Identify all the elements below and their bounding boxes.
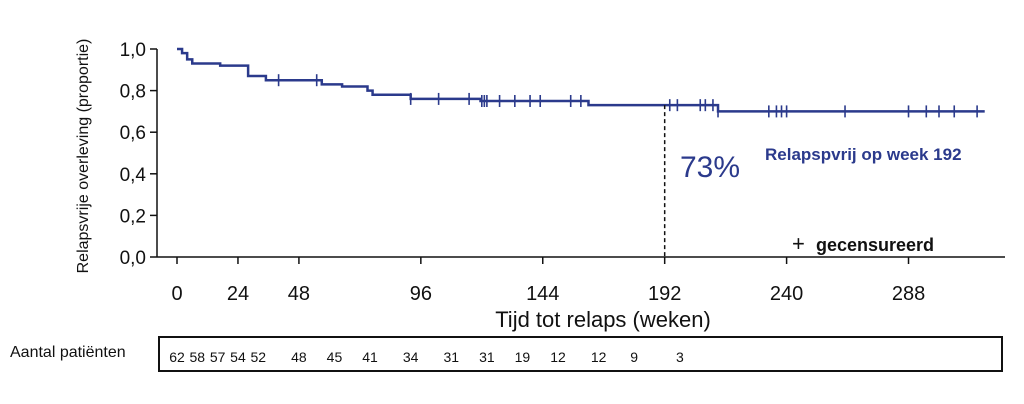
reference-percent-label: 73% [680, 151, 740, 184]
legend-symbol: + [792, 231, 805, 256]
y-ticks: 0,0 0,2 0,4 0,6 0,8 1,0 [120, 40, 157, 269]
x-ticks: 0 24 48 96 144 192 240 288 [171, 257, 925, 305]
x-tick-label: 144 [526, 283, 559, 305]
risk-table: 62 58 57 54 52 48 45 41 34 31 31 19 12 12 9 3 [158, 336, 1003, 372]
reference-label: Relapspvrij op week 192 [765, 145, 962, 164]
y-tick-label: 0,0 [120, 248, 146, 269]
x-tick-label: 96 [410, 283, 432, 305]
legend: + gecensureerd [792, 231, 934, 256]
risk-count: 31 [443, 349, 460, 365]
x-axis-title: Tijd tot relaps (weken) [495, 307, 711, 332]
y-tick-label: 0,2 [120, 206, 146, 227]
risk-table-title: Aantal patiënten [10, 344, 126, 361]
x-tick-label: 0 [171, 283, 182, 305]
x-tick-label: 24 [227, 283, 249, 305]
risk-count: 19 [514, 349, 531, 365]
survival-curve [177, 47, 985, 113]
risk-count: 54 [230, 349, 246, 365]
x-tick-label: 192 [648, 283, 681, 305]
risk-count: 45 [326, 349, 343, 365]
risk-count: 58 [189, 349, 206, 365]
risk-count: 31 [479, 349, 495, 365]
risk-count: 48 [291, 349, 307, 365]
risk-count: 62 [169, 349, 185, 365]
risk-count: 52 [250, 349, 267, 365]
legend-label: gecensureerd [816, 235, 934, 255]
y-tick-label: 0,4 [120, 165, 147, 186]
survival-chart: 0,0 0,2 0,4 0,6 0,8 1,0 0 24 48 96 144 192 240 288 R… [75, 39, 1005, 332]
risk-count: 34 [402, 349, 419, 365]
x-tick-label: 288 [892, 283, 925, 305]
risk-count: 3 [676, 349, 684, 365]
y-tick-label: 1,0 [120, 40, 146, 61]
plot-area [177, 47, 985, 118]
risk-count: 41 [362, 349, 378, 365]
y-tick-label: 0,6 [120, 123, 146, 144]
x-tick-label: 240 [770, 283, 803, 305]
x-tick-label: 48 [288, 283, 310, 305]
y-axis-title: Relapsvrije overleving (proportie) [75, 39, 92, 274]
risk-count: 12 [550, 349, 566, 365]
risk-count: 57 [209, 349, 226, 365]
y-tick-label: 0,8 [120, 82, 146, 103]
risk-count: 9 [630, 349, 639, 365]
risk-count: 12 [590, 349, 607, 365]
